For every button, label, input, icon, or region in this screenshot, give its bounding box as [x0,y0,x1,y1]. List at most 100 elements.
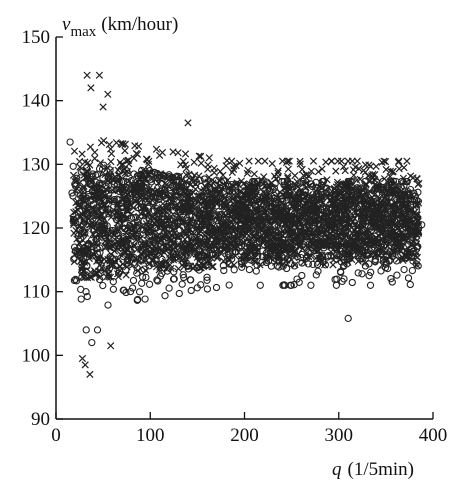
data-point-cross [86,143,95,151]
data-point-circle [411,192,419,200]
data-point-circle [199,188,207,196]
data-point-circle [180,273,188,282]
data-point-cross [244,166,252,175]
data-point-circle [322,189,331,197]
data-point-circle [381,235,389,244]
data-point-cross [195,152,203,160]
data-point-cross [124,156,132,165]
data-point-circle [128,284,137,292]
data-point-cross [216,167,224,176]
data-point-cross [206,215,215,223]
data-point-cross [314,224,323,232]
data-point-cross [314,168,323,176]
data-point-cross [327,157,336,165]
data-point-circle [156,206,164,214]
y-tick-label: 110 [22,282,50,303]
data-point-cross [209,223,217,231]
data-point-cross [210,168,218,177]
data-point-cross [312,247,321,255]
data-point-circle [260,240,268,249]
data-point-cross [189,264,197,273]
data-point-cross [160,220,168,228]
data-point-cross [293,204,301,213]
data-point-circle [138,279,146,287]
data-point-cross [94,254,102,263]
data-point-circle [299,177,307,186]
data-point-circle [145,280,154,288]
data-point-circle [170,268,178,276]
data-point-cross [259,180,268,188]
data-point-cross [155,174,163,182]
data-point-cross [87,175,96,183]
data-point-circle [255,198,263,207]
data-point-circle [127,198,136,206]
data-point-cross [361,161,370,169]
data-point-cross [141,202,150,210]
data-point-circle [208,228,216,237]
data-point-cross [107,342,115,350]
data-point-circle [257,223,265,231]
data-point-cross [396,238,404,247]
data-point-circle [312,239,320,247]
data-point-cross [105,140,114,149]
data-point-circle [104,301,112,309]
data-point-cross [285,252,293,260]
data-point-cross [116,250,125,259]
data-point-circle [145,174,153,182]
data-point-cross [295,217,303,225]
data-point-cross [100,267,108,275]
data-point-circle [194,252,202,260]
data-point-circle [339,262,348,271]
data-point-cross [75,239,84,248]
data-point-circle [346,177,354,185]
data-point-circle [344,314,352,323]
data-point-circle [69,215,78,224]
data-point-cross [79,267,87,275]
data-point-circle [249,217,258,225]
data-point-circle [211,188,220,196]
data-point-cross [181,161,189,169]
data-point-cross [221,236,229,244]
data-point-cross [396,247,405,256]
data-point-cross [244,225,252,233]
data-point-circle [143,210,151,218]
data-point-circle [141,197,149,206]
data-point-cross [262,203,271,211]
data-point-cross [89,230,97,238]
data-point-circle [82,202,90,210]
data-point-cross [350,171,358,179]
data-point-cross [145,260,153,268]
data-point-circle [175,289,183,298]
data-point-circle [155,192,164,201]
data-point-cross [307,252,315,260]
data-point-circle [134,221,142,229]
data-point-cross [347,210,356,218]
data-point-cross [119,210,128,219]
data-point-cross [214,216,222,224]
data-point-circle [269,216,277,225]
data-point-cross [390,211,398,219]
data-point-cross [221,230,229,238]
data-point-circle [370,186,378,194]
data-point-circle [123,257,132,265]
data-point-circle [253,261,261,269]
y-axis-unit: (km/hour) [101,14,178,35]
data-point-circle [70,255,78,263]
data-point-circle [414,262,422,270]
data-point-cross [99,103,107,111]
data-point-cross [88,184,96,193]
data-point-cross [200,261,208,269]
y-axis-subscript: max [70,24,96,40]
data-point-cross [120,165,129,174]
data-point-circle [352,186,360,194]
data-point-cross [303,196,311,205]
data-point-circle [238,263,246,271]
data-point-circle [387,275,395,283]
data-point-circle [82,326,90,334]
data-point-circle [233,210,241,218]
data-point-cross [184,204,192,212]
data-point-circle [367,268,375,276]
data-point-circle [221,202,229,211]
data-point-circle [189,227,197,235]
data-point-circle [361,202,370,210]
